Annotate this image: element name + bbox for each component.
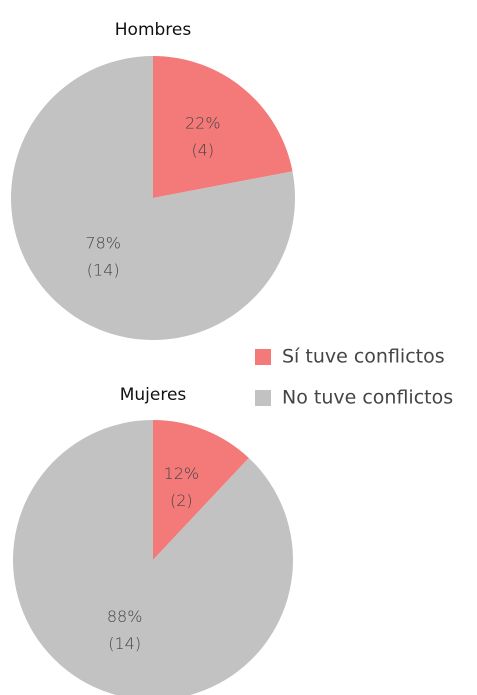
legend-label: No tuve conflictos bbox=[282, 387, 453, 409]
legend-label: Sí tuve conflictos bbox=[282, 346, 445, 368]
value-label: 78% bbox=[85, 234, 121, 253]
pie-slice bbox=[153, 56, 293, 198]
chart-title: Mujeres bbox=[120, 385, 187, 405]
pie-slice bbox=[153, 420, 249, 560]
chart-title: Hombres bbox=[115, 20, 192, 40]
count-label: (2) bbox=[170, 491, 193, 510]
value-label: 12% bbox=[164, 464, 200, 483]
count-label: (4) bbox=[191, 140, 214, 159]
value-label: 88% bbox=[107, 607, 143, 626]
pie-slice bbox=[13, 420, 293, 695]
count-label: (14) bbox=[108, 634, 141, 653]
pie-slice bbox=[11, 55, 296, 340]
legend-swatch bbox=[255, 349, 271, 365]
legend-swatch bbox=[255, 390, 271, 406]
value-label: 22% bbox=[185, 113, 221, 132]
count-label: (14) bbox=[87, 261, 120, 280]
